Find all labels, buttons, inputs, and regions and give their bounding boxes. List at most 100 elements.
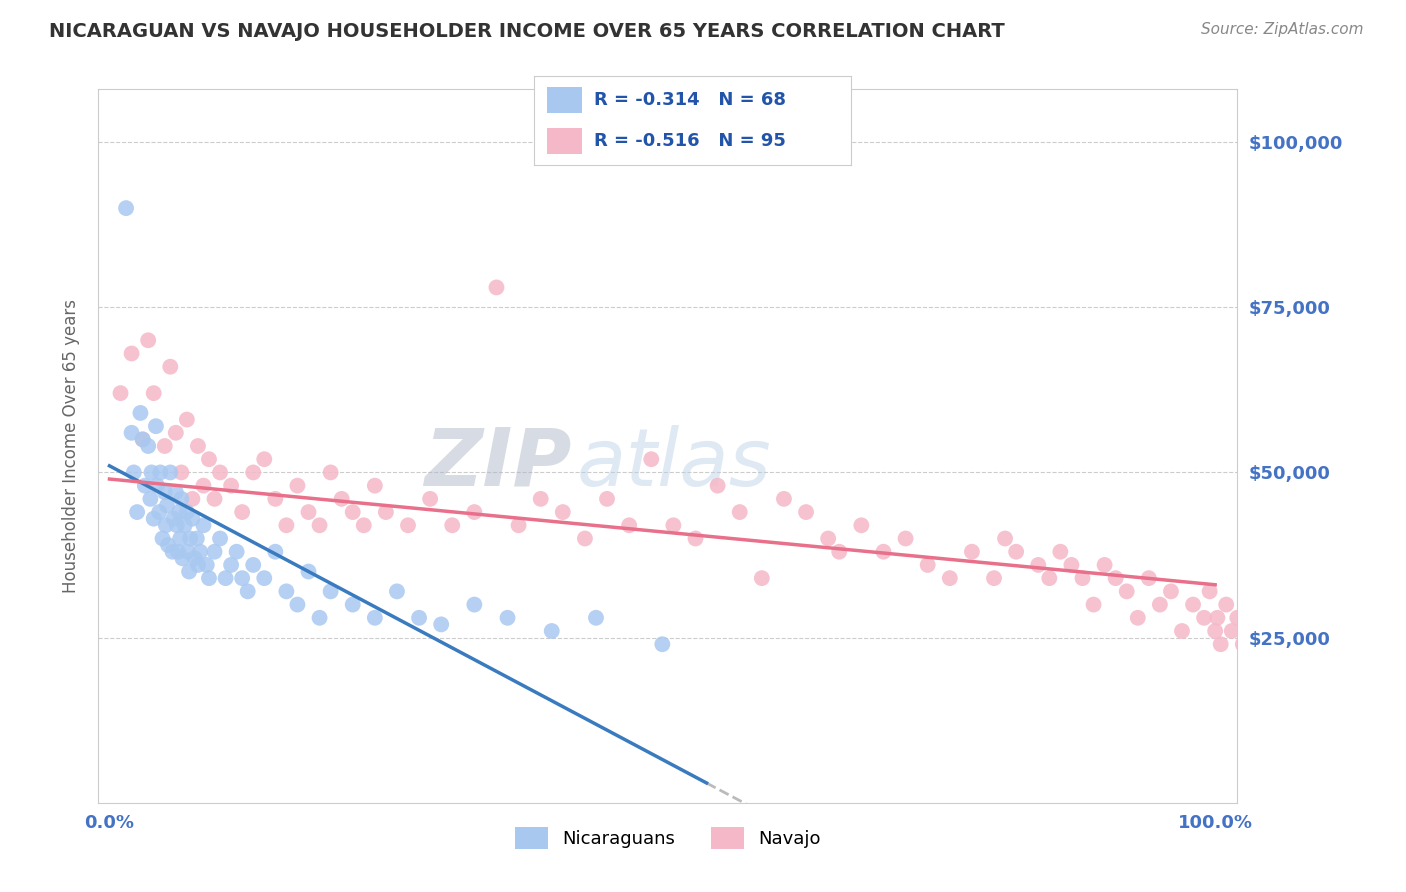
Point <box>939 571 962 585</box>
Point <box>685 532 707 546</box>
Point <box>1083 598 1105 612</box>
Point <box>166 518 188 533</box>
Point <box>193 478 215 492</box>
Point <box>188 545 211 559</box>
Point <box>1126 611 1149 625</box>
Point <box>342 505 364 519</box>
Point <box>115 201 138 215</box>
Point <box>297 565 319 579</box>
Point <box>330 491 353 506</box>
FancyBboxPatch shape <box>547 128 582 154</box>
Point <box>187 558 209 572</box>
Point <box>231 505 253 519</box>
Point <box>1071 571 1094 585</box>
Point <box>142 511 165 525</box>
Point <box>1270 624 1292 638</box>
Point <box>276 584 298 599</box>
Point <box>170 491 193 506</box>
Point <box>1192 611 1215 625</box>
Point <box>1206 611 1229 625</box>
Point <box>155 518 177 533</box>
Point <box>1005 545 1028 559</box>
Point <box>148 505 170 519</box>
Point <box>1292 637 1315 651</box>
Point <box>167 505 190 519</box>
Point <box>1237 624 1260 638</box>
Point <box>617 518 640 533</box>
Point <box>253 571 276 585</box>
Point <box>162 511 184 525</box>
Point <box>1215 598 1237 612</box>
Point <box>204 491 226 506</box>
Point <box>242 466 264 480</box>
Point <box>181 491 204 506</box>
Point <box>287 598 309 612</box>
Point <box>146 478 169 492</box>
Point <box>994 532 1017 546</box>
Point <box>1115 584 1137 599</box>
Point <box>308 518 330 533</box>
Point <box>253 452 276 467</box>
Point <box>540 624 562 638</box>
Point <box>441 518 464 533</box>
Point <box>186 532 208 546</box>
Point <box>374 505 396 519</box>
Point <box>134 478 156 492</box>
Point <box>751 571 773 585</box>
Point <box>181 511 204 525</box>
Point <box>385 584 408 599</box>
Point <box>353 518 375 533</box>
Point <box>187 439 209 453</box>
Point <box>131 433 153 447</box>
Point <box>496 611 519 625</box>
Point <box>172 551 194 566</box>
Point <box>287 478 309 492</box>
Point <box>851 518 873 533</box>
Point <box>176 505 198 519</box>
Point <box>170 466 193 480</box>
Point <box>209 466 232 480</box>
Point <box>129 406 152 420</box>
Point <box>651 637 673 651</box>
Point <box>1160 584 1182 599</box>
Point <box>1254 624 1277 638</box>
Point <box>551 505 574 519</box>
Point <box>159 466 181 480</box>
Point <box>408 611 430 625</box>
Point <box>153 485 176 500</box>
Point <box>276 518 298 533</box>
Point <box>794 505 817 519</box>
Point <box>198 452 221 467</box>
Point <box>121 346 143 360</box>
Point <box>236 584 259 599</box>
Point <box>773 491 796 506</box>
Point <box>195 558 218 572</box>
Point <box>1226 611 1249 625</box>
Y-axis label: Householder Income Over 65 years: Householder Income Over 65 years <box>62 299 80 593</box>
Point <box>198 571 221 585</box>
Point <box>1265 611 1288 625</box>
Point <box>231 571 253 585</box>
Point <box>1281 611 1303 625</box>
Point <box>136 333 159 347</box>
Point <box>165 485 187 500</box>
Point <box>485 280 508 294</box>
Point <box>1198 584 1220 599</box>
Point <box>153 439 176 453</box>
Point <box>142 386 165 401</box>
Point <box>165 425 187 440</box>
Point <box>419 491 441 506</box>
Point <box>396 518 419 533</box>
Point <box>1204 624 1226 638</box>
Text: R = -0.516   N = 95: R = -0.516 N = 95 <box>595 132 786 150</box>
Point <box>264 545 287 559</box>
Text: R = -0.314   N = 68: R = -0.314 N = 68 <box>595 91 786 109</box>
Text: NICARAGUAN VS NAVAJO HOUSEHOLDER INCOME OVER 65 YEARS CORRELATION CHART: NICARAGUAN VS NAVAJO HOUSEHOLDER INCOME … <box>49 22 1005 41</box>
Point <box>177 565 200 579</box>
FancyBboxPatch shape <box>547 87 582 113</box>
Point <box>1049 545 1071 559</box>
Point <box>152 532 174 546</box>
Point <box>364 478 387 492</box>
Point <box>1209 637 1232 651</box>
Text: atlas: atlas <box>576 425 772 503</box>
